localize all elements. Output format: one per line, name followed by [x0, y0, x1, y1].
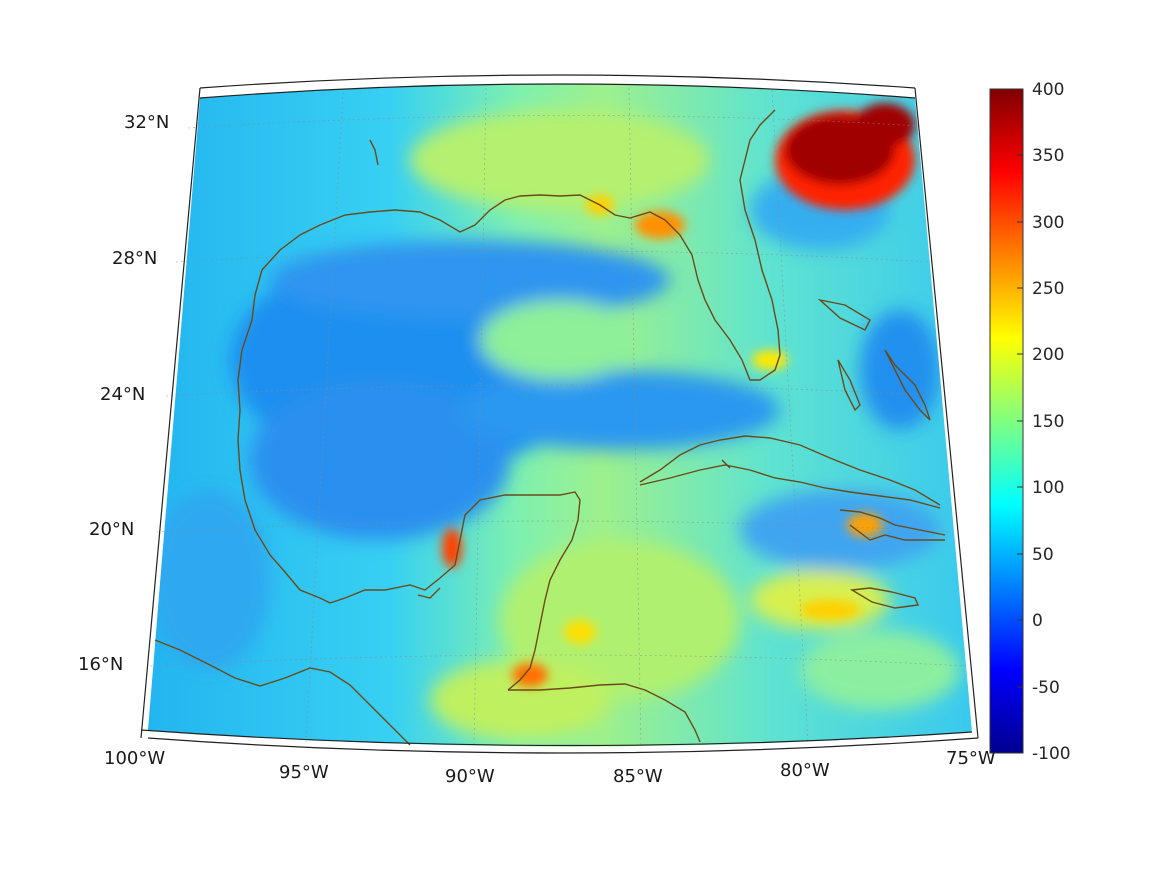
jamaica-coastline [849, 587, 920, 609]
map-frame [140, 74, 979, 754]
lat-label-16: 16°N [78, 654, 123, 675]
lat-label-24: 24°N [100, 384, 145, 405]
colorbar-tick-50: 50 [1032, 545, 1054, 565]
colorbar-tick-400: 400 [1032, 80, 1064, 100]
lat-label-20: 20°N [89, 519, 134, 540]
data-field [148, 84, 972, 747]
colorbar-tick-neg50: -50 [1032, 678, 1060, 698]
colorbar-tick-300: 300 [1032, 213, 1064, 233]
colorbar: 400 350 300 250 200 150 100 50 0 -50 -10… [989, 80, 1071, 764]
lon-label-80w: 80°W [780, 760, 830, 781]
hispaniola-coastline [839, 509, 946, 536]
colorbar-tick-200: 200 [1032, 345, 1064, 365]
colorbar-tick-neg100: -100 [1032, 744, 1071, 764]
lon-label-75w: 75°W [946, 748, 996, 769]
lat-label-32: 32°N [124, 112, 169, 133]
lon-label-85w: 85°W [613, 766, 663, 787]
cuba-coastline [639, 435, 941, 506]
latitude-labels: 32°N 28°N 24°N 20°N 16°N [78, 112, 169, 675]
gulf-coastline [237, 109, 781, 604]
longitude-labels: 100°W 95°W 90°W 85°W 80°W 75°W [104, 748, 996, 787]
pacific-coastline [154, 639, 411, 746]
graticule [149, 87, 967, 749]
colorbar-tick-0: 0 [1032, 611, 1043, 631]
bahamas [817, 298, 931, 421]
colorbar-tick-350: 350 [1032, 146, 1064, 166]
lon-label-95w: 95°W [279, 762, 329, 783]
colorbar-tick-150: 150 [1032, 412, 1064, 432]
mexico-coastline [329, 491, 581, 691]
lon-label-100w: 100°W [104, 748, 165, 769]
coastlines [154, 109, 946, 746]
colorbar-tick-250: 250 [1032, 279, 1064, 299]
lat-label-28: 28°N [112, 248, 157, 269]
honduras-coastline [508, 683, 701, 743]
lon-label-90w: 90°W [445, 766, 495, 787]
colorbar-tick-100: 100 [1032, 478, 1064, 498]
